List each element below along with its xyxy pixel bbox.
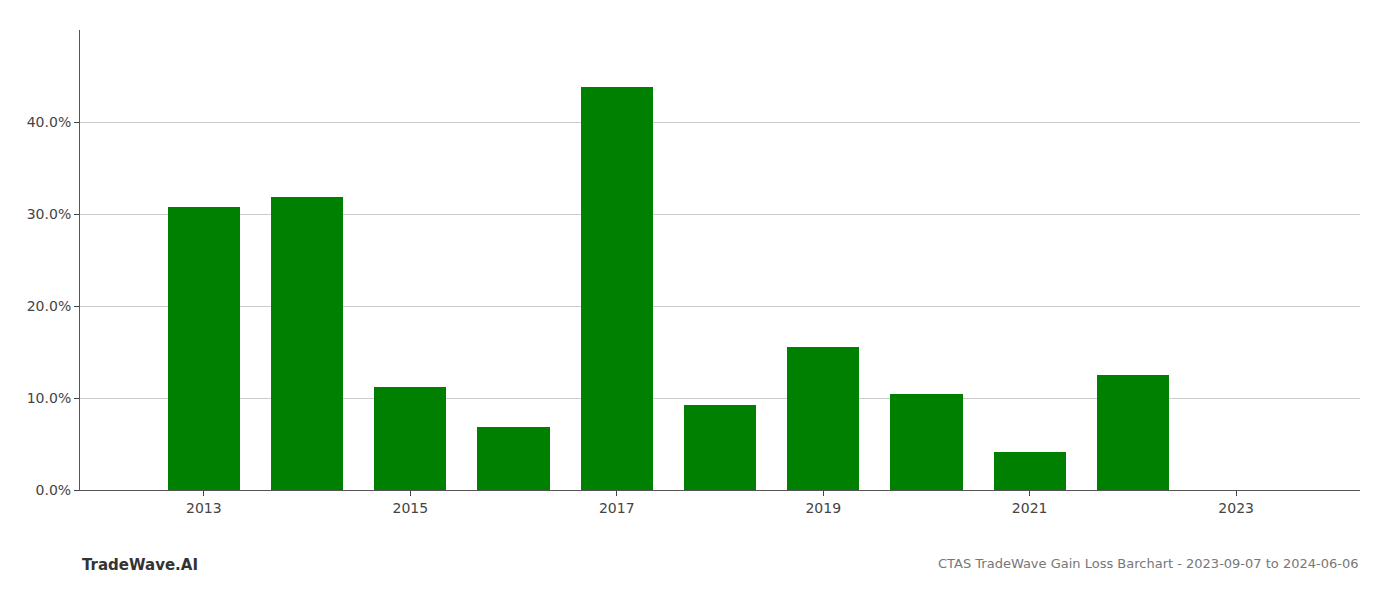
svg-text:2013: 2013	[186, 500, 222, 516]
svg-text:2015: 2015	[392, 500, 428, 516]
svg-text:TradeWave.AI: TradeWave.AI	[82, 556, 198, 574]
svg-text:CTAS TradeWave Gain Loss Barch: CTAS TradeWave Gain Loss Barchart - 2023…	[938, 556, 1358, 571]
svg-text:10.0%: 10.0%	[27, 390, 71, 406]
svg-text:2021: 2021	[1012, 500, 1048, 516]
svg-text:2017: 2017	[599, 500, 635, 516]
svg-text:2019: 2019	[805, 500, 841, 516]
svg-text:20.0%: 20.0%	[27, 298, 71, 314]
svg-text:30.0%: 30.0%	[27, 206, 71, 222]
svg-text:0.0%: 0.0%	[36, 482, 72, 498]
svg-text:2023: 2023	[1218, 500, 1254, 516]
svg-text:40.0%: 40.0%	[27, 114, 71, 130]
